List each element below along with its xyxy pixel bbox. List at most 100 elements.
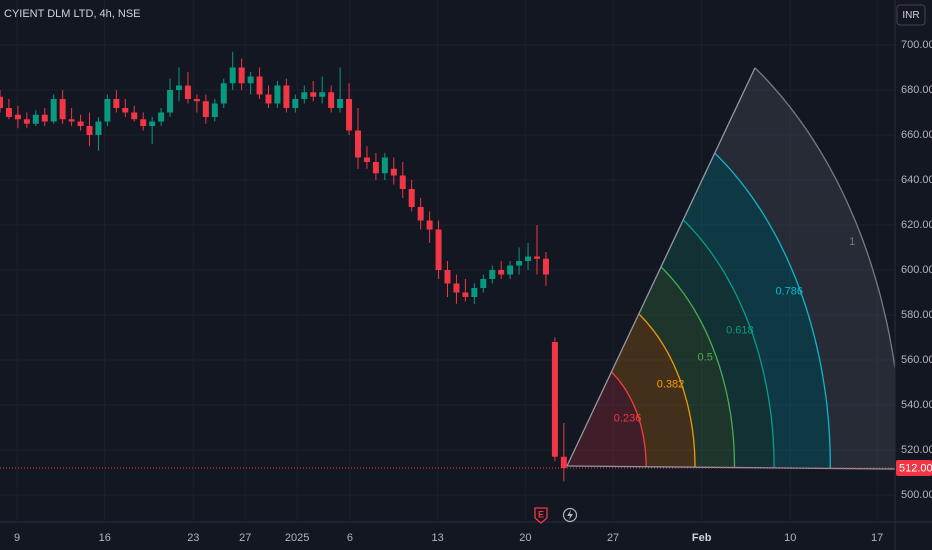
candle-body: [310, 92, 317, 97]
candle-body: [426, 220, 433, 230]
y-tick-label: 560.00: [901, 354, 932, 366]
earnings-icon[interactable]: E: [534, 507, 548, 524]
candle-body: [525, 256, 532, 261]
candle-body: [542, 258, 549, 275]
x-tick-label: Feb: [692, 532, 712, 544]
currency-label[interactable]: INR: [902, 10, 919, 21]
candle-body: [23, 119, 30, 124]
y-tick-label: 700.00: [901, 39, 932, 51]
x-tick-label: 20: [519, 532, 531, 544]
candle-body: [551, 342, 558, 457]
fib-zone: [683, 153, 831, 469]
candle-body: [32, 114, 39, 124]
candle-body: [77, 121, 84, 126]
currency-button[interactable]: [896, 4, 926, 26]
candle-body: [534, 256, 540, 259]
candle-body: [337, 99, 344, 108]
candle-body: [390, 168, 397, 176]
grid: [0, 0, 895, 522]
candle-body: [149, 121, 156, 126]
candle-body: [113, 99, 120, 108]
fib-arc: [638, 313, 696, 468]
fib-wedge[interactable]: 0.236 0.382 0.5 0.618 0.786 1: [566, 67, 902, 470]
axes: 500.00 520.00 540.00 560.00 580.00 600.00 620.…: [14, 39, 932, 544]
candle-body: [381, 157, 388, 174]
candle-body: [140, 119, 147, 126]
candle-body: [220, 83, 227, 104]
candle-body: [14, 114, 21, 120]
candle-body: [408, 189, 415, 207]
candle-body: [274, 85, 281, 104]
candle-body: [372, 162, 379, 174]
candle-body: [265, 94, 272, 104]
x-tick-label: 23: [187, 532, 199, 544]
candle-body: [462, 292, 469, 297]
candle-body: [41, 114, 48, 122]
fib-label: 1: [849, 236, 855, 248]
x-tick-label: 2025: [285, 532, 309, 544]
fib-label: 0.618: [726, 324, 754, 336]
candle-body: [5, 108, 12, 117]
candle-body: [301, 92, 308, 99]
fib-label: 0.786: [775, 286, 803, 298]
y-tick-label: 600.00: [901, 264, 932, 276]
fib-label: 0.236: [614, 412, 642, 424]
fib-arc: [682, 219, 775, 468]
candle-body: [167, 90, 174, 113]
fib-zone: [567, 372, 647, 467]
x-tick-label: 16: [99, 532, 111, 544]
y-tick-label: 580.00: [901, 309, 932, 321]
candle-body: [202, 101, 209, 117]
x-tick-label: 17: [871, 532, 883, 544]
x-tick-label: 27: [239, 532, 251, 544]
candle-body: [184, 85, 191, 99]
y-tick-label: 640.00: [901, 174, 932, 186]
candle-body: [158, 112, 165, 122]
candle-body: [453, 283, 460, 293]
candle-body: [399, 175, 406, 189]
candle-body: [256, 76, 263, 95]
fib-ray: [566, 465, 895, 470]
fib-arc: [754, 67, 895, 373]
svg-text:E: E: [538, 509, 544, 519]
candle-body: [131, 112, 138, 120]
y-tick-label: 520.00: [901, 444, 932, 456]
y-tick-label: 620.00: [901, 219, 932, 231]
candle-body: [328, 92, 335, 108]
fib-ray: [566, 67, 756, 467]
chart-title: CYIENT DLM LTD, 4h, NSE: [4, 8, 141, 20]
candle-body: [516, 261, 523, 266]
dividend-icon[interactable]: [562, 507, 578, 523]
candle-body: [283, 85, 290, 108]
candle-body: [346, 99, 353, 131]
candle-body: [68, 119, 75, 122]
candle-body: [176, 85, 182, 90]
candle-body: [435, 229, 442, 270]
y-tick-label: 680.00: [901, 84, 932, 96]
fib-zone: [611, 313, 695, 468]
fib-arc: [660, 266, 736, 468]
candle-body: [59, 99, 66, 120]
candle-body: [211, 103, 218, 117]
candle-body: [95, 121, 102, 135]
candle-body: [560, 456, 567, 468]
candle-body: [444, 270, 451, 284]
candle-body: [86, 126, 93, 135]
candle-body: [498, 270, 505, 275]
candle-body: [0, 96, 3, 108]
candle-body: [319, 92, 326, 97]
candle-body: [363, 157, 370, 162]
candle-body: [193, 99, 200, 102]
candle-body: [480, 279, 487, 288]
candle-body: [471, 288, 478, 297]
candle-body: [247, 76, 254, 84]
candle-body: [104, 99, 111, 122]
candle-body: [50, 99, 57, 122]
candle-body: [489, 270, 496, 279]
x-tick-label: 9: [14, 532, 20, 544]
y-tick-label: 500.00: [901, 489, 932, 501]
last-price-label: 512.00: [899, 462, 932, 474]
last-price-box: [896, 460, 932, 476]
fib-label: 0.5: [698, 352, 713, 364]
